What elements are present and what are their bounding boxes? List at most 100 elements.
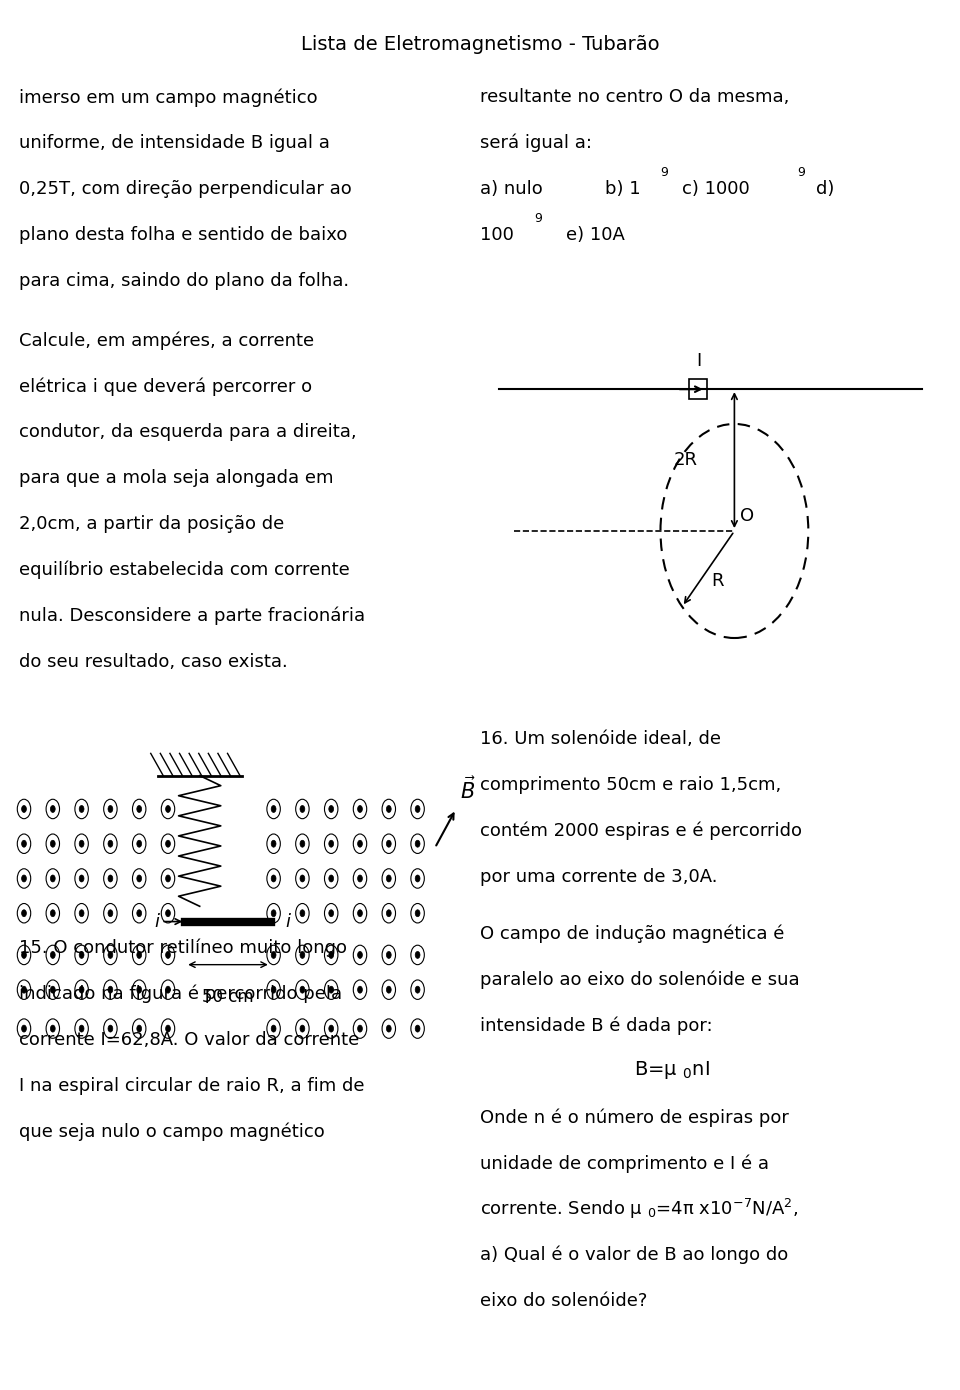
Circle shape [411, 834, 424, 853]
Circle shape [324, 869, 338, 888]
Circle shape [357, 951, 362, 959]
Text: e) 10A: e) 10A [566, 227, 625, 243]
Text: equilíbrio estabelecida com corrente: equilíbrio estabelecida com corrente [19, 560, 350, 580]
Text: 9: 9 [535, 211, 542, 225]
Circle shape [300, 951, 304, 959]
Bar [689, 379, 707, 399]
Text: paralelo ao eixo do solenóide e sua: paralelo ao eixo do solenóide e sua [480, 970, 800, 990]
Circle shape [136, 909, 142, 917]
Circle shape [353, 904, 367, 923]
Circle shape [46, 904, 60, 923]
Circle shape [411, 799, 424, 819]
Circle shape [324, 945, 338, 965]
Circle shape [296, 869, 309, 888]
Text: que seja nulo o campo magnético: que seja nulo o campo magnético [19, 1122, 324, 1141]
Circle shape [353, 869, 367, 888]
Text: indicado na figura é percorrido pela: indicado na figura é percorrido pela [19, 984, 343, 1004]
Circle shape [328, 951, 334, 959]
Text: uniforme, de intensidade B igual a: uniforme, de intensidade B igual a [19, 135, 330, 152]
Circle shape [50, 806, 55, 812]
Circle shape [386, 1026, 392, 1031]
Text: a) Qual é o valor de B ao longo do: a) Qual é o valor de B ao longo do [480, 1245, 788, 1265]
Text: imerso em um campo magnético: imerso em um campo magnético [19, 88, 318, 107]
Circle shape [50, 987, 55, 994]
Text: Calcule, em ampéres, a corrente: Calcule, em ampéres, a corrente [19, 331, 314, 350]
Text: corrente I=62,8A. O valor da corrente: corrente I=62,8A. O valor da corrente [19, 1031, 359, 1048]
Circle shape [17, 869, 31, 888]
Circle shape [300, 840, 304, 848]
Circle shape [17, 980, 31, 999]
Circle shape [353, 1019, 367, 1038]
Circle shape [79, 806, 84, 812]
Circle shape [108, 951, 113, 959]
Text: R: R [710, 573, 724, 589]
Circle shape [108, 987, 113, 994]
Circle shape [17, 904, 31, 923]
Text: 2R: 2R [674, 452, 698, 468]
Circle shape [108, 876, 113, 883]
Circle shape [75, 945, 88, 965]
Circle shape [411, 904, 424, 923]
Circle shape [267, 799, 280, 819]
Circle shape [271, 909, 276, 917]
Circle shape [22, 951, 26, 959]
Circle shape [165, 987, 171, 994]
Circle shape [416, 806, 420, 812]
Circle shape [50, 951, 55, 959]
Circle shape [324, 799, 338, 819]
Circle shape [132, 945, 146, 965]
Circle shape [161, 945, 175, 965]
Circle shape [136, 987, 142, 994]
Circle shape [132, 904, 146, 923]
Circle shape [300, 1026, 304, 1031]
Text: para cima, saindo do plano da folha.: para cima, saindo do plano da folha. [19, 272, 349, 289]
Circle shape [132, 834, 146, 853]
Text: a) nulo: a) nulo [480, 181, 542, 197]
Circle shape [108, 1026, 113, 1031]
Text: 9: 9 [797, 165, 804, 179]
Circle shape [267, 945, 280, 965]
Circle shape [267, 1019, 280, 1038]
Circle shape [300, 987, 304, 994]
Circle shape [165, 806, 171, 812]
Text: 2,0cm, a partir da posição de: 2,0cm, a partir da posição de [19, 516, 284, 532]
Circle shape [79, 1026, 84, 1031]
Circle shape [328, 840, 334, 848]
Circle shape [328, 806, 334, 812]
Text: O campo de indução magnética é: O campo de indução magnética é [480, 924, 784, 944]
Circle shape [75, 980, 88, 999]
Circle shape [161, 1019, 175, 1038]
Circle shape [79, 987, 84, 994]
Circle shape [324, 980, 338, 999]
Circle shape [386, 987, 392, 994]
Circle shape [136, 876, 142, 883]
Text: comprimento 50cm e raio 1,5cm,: comprimento 50cm e raio 1,5cm, [480, 777, 781, 794]
Circle shape [411, 980, 424, 999]
Circle shape [165, 840, 171, 848]
Circle shape [357, 876, 362, 883]
Circle shape [271, 840, 276, 848]
Circle shape [108, 840, 113, 848]
Circle shape [296, 799, 309, 819]
Text: nula. Desconsidere a parte fracionária: nula. Desconsidere a parte fracionária [19, 606, 366, 626]
Circle shape [411, 945, 424, 965]
Circle shape [165, 876, 171, 883]
Circle shape [46, 834, 60, 853]
Circle shape [75, 799, 88, 819]
Circle shape [416, 987, 420, 994]
Circle shape [46, 945, 60, 965]
Circle shape [22, 876, 26, 883]
Circle shape [386, 876, 392, 883]
Text: contém 2000 espiras e é percorrido: contém 2000 espiras e é percorrido [480, 821, 802, 841]
Circle shape [300, 909, 304, 917]
Circle shape [136, 806, 142, 812]
Circle shape [386, 806, 392, 812]
Circle shape [104, 945, 117, 965]
Circle shape [132, 869, 146, 888]
Circle shape [382, 834, 396, 853]
Circle shape [165, 909, 171, 917]
Circle shape [79, 951, 84, 959]
Circle shape [104, 799, 117, 819]
Circle shape [267, 980, 280, 999]
Circle shape [386, 951, 392, 959]
